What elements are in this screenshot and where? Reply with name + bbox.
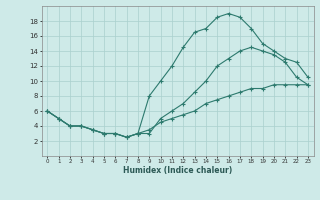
X-axis label: Humidex (Indice chaleur): Humidex (Indice chaleur) [123,166,232,175]
